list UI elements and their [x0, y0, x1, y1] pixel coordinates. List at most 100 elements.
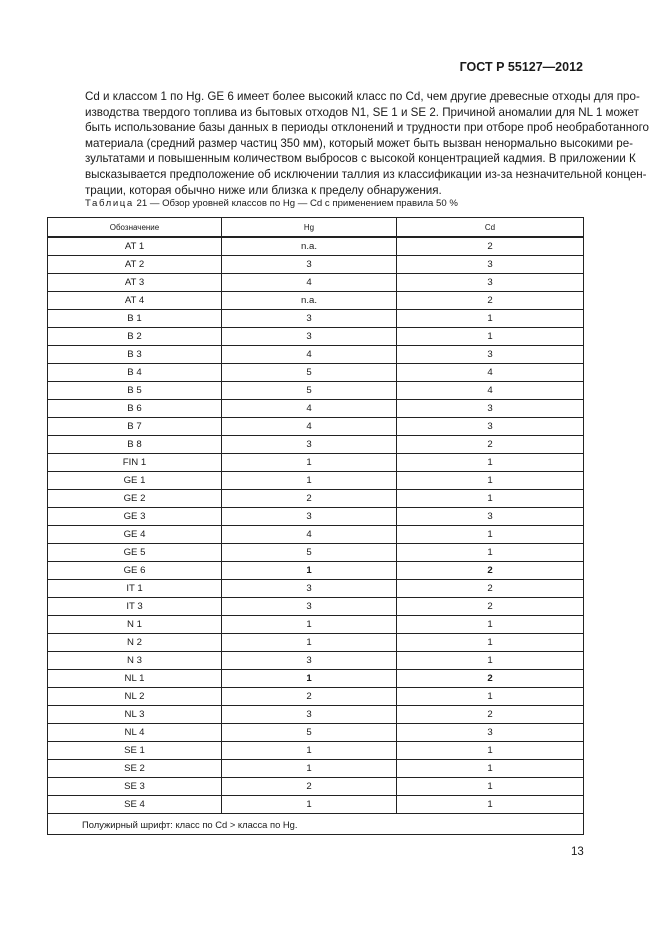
designation-cell: NL 4	[47, 723, 222, 742]
column-header-designation: Обозначение	[47, 217, 222, 238]
hg-cell: 1	[221, 759, 397, 778]
designation-cell: SE 3	[47, 777, 222, 796]
paragraph-line: изводства твердого топлива из бытовых от…	[85, 105, 639, 119]
cd-cell: 2	[396, 236, 584, 256]
designation-cell: N 3	[47, 651, 222, 670]
cd-cell: 1	[396, 543, 584, 562]
designation-cell: GE 1	[47, 471, 222, 490]
cd-cell: 2	[396, 579, 584, 598]
cd-cell: 3	[396, 507, 584, 526]
hg-cell: 2	[221, 489, 397, 508]
cd-cell: 3	[396, 345, 584, 364]
cd-cell: 3	[396, 417, 584, 436]
paragraph-line: материала (средний размер частиц 350 мм)…	[85, 136, 634, 150]
hg-cell: 4	[221, 273, 397, 292]
cd-cell: 1	[396, 795, 584, 814]
hg-cell: 1	[221, 471, 397, 490]
hg-cell: 4	[221, 525, 397, 544]
cd-cell: 2	[396, 291, 584, 310]
table-row: AT 1 n.a. 2	[47, 236, 584, 256]
cd-cell: 3	[396, 255, 584, 274]
paragraph-line: высказывается предположение об исключени…	[85, 167, 647, 181]
hg-cell: 5	[221, 723, 397, 742]
cd-cell: 1	[396, 759, 584, 778]
cd-cell: 1	[396, 489, 584, 508]
hg-cell: 1	[221, 741, 397, 760]
paragraph-line: зультатами и повышенным количеством выбр…	[85, 152, 636, 166]
hg-cell: 3	[221, 435, 397, 454]
cd-cell: 2	[396, 561, 584, 580]
designation-cell: NL 2	[47, 687, 222, 706]
body-paragraph: Cd и классом 1 по Hg. GE 6 имеет более в…	[85, 89, 649, 198]
page-number: 13	[571, 846, 584, 858]
cd-cell: 1	[396, 615, 584, 634]
designation-cell: B 2	[47, 327, 222, 346]
designation-cell: B 4	[47, 363, 222, 382]
designation-cell: NL 1	[47, 669, 222, 688]
hg-cell: 5	[221, 363, 397, 382]
designation-cell: B 6	[47, 399, 222, 418]
designation-cell: B 7	[47, 417, 222, 436]
hg-cell: 2	[221, 687, 397, 706]
designation-cell: B 5	[47, 381, 222, 400]
hg-cell: 3	[221, 309, 397, 328]
designation-cell: AT 4	[47, 291, 222, 310]
cd-cell: 3	[396, 723, 584, 742]
table-header-row: Обозначение Hg Cd	[47, 217, 584, 238]
designation-cell: B 3	[47, 345, 222, 364]
hg-cell: 2	[221, 777, 397, 796]
table-caption: Таблица 21 — Обзор уровней классов по Hg…	[85, 198, 458, 209]
cd-cell: 2	[396, 669, 584, 688]
cd-cell: 2	[396, 597, 584, 616]
designation-cell: NL 3	[47, 705, 222, 724]
designation-cell: FIN 1	[47, 453, 222, 472]
hg-cell: 3	[221, 705, 397, 724]
caption-number: 21	[136, 198, 148, 209]
hg-cell: 1	[221, 615, 397, 634]
hg-cell: n.a.	[221, 236, 397, 256]
column-header-hg: Hg	[221, 217, 397, 238]
table-note: Полужирный шрифт: класс по Cd > класса п…	[47, 813, 584, 835]
designation-cell: SE 1	[47, 741, 222, 760]
table-note-row: Полужирный шрифт: класс по Cd > класса п…	[47, 813, 584, 835]
hg-cell: 5	[221, 381, 397, 400]
hg-cell: 3	[221, 597, 397, 616]
cd-cell: 3	[396, 399, 584, 418]
cd-cell: 1	[396, 453, 584, 472]
cd-cell: 4	[396, 363, 584, 382]
hg-cell: 1	[221, 453, 397, 472]
hg-cell: 4	[221, 399, 397, 418]
column-header-cd: Cd	[396, 217, 584, 238]
designation-cell: AT 3	[47, 273, 222, 292]
cd-cell: 1	[396, 327, 584, 346]
cd-cell: 3	[396, 273, 584, 292]
hg-cell: 3	[221, 255, 397, 274]
designation-cell: GE 2	[47, 489, 222, 508]
cd-cell: 1	[396, 633, 584, 652]
cd-cell: 2	[396, 435, 584, 454]
caption-label: Таблица	[85, 198, 134, 209]
